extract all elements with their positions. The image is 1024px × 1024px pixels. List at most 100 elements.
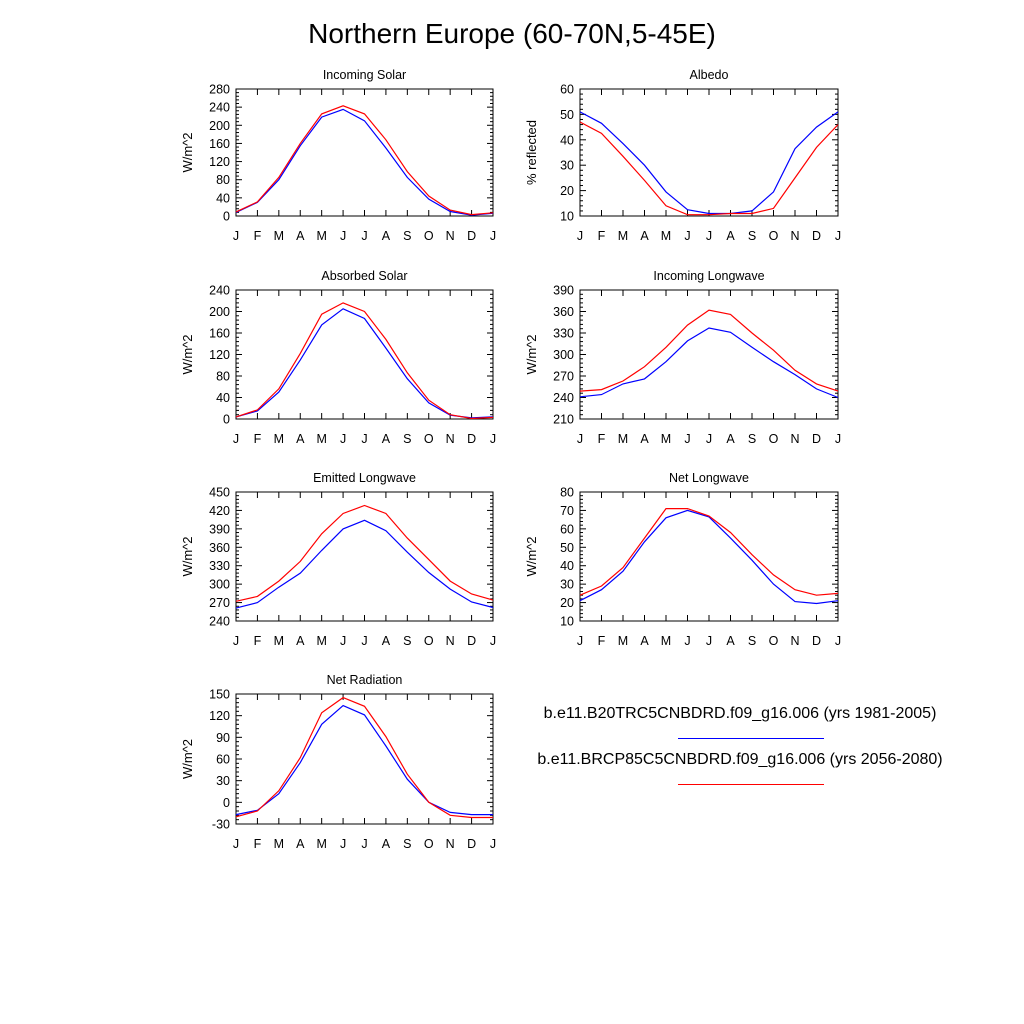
y-tick-label: 330 (553, 327, 574, 341)
x-tick-label: J (706, 634, 712, 648)
x-tick-label: N (446, 432, 455, 446)
chart-emitted-longwave: Emitted Longwave W/m^2 240 270 300 330 360 390 4… (180, 471, 496, 648)
y-tick-label: 330 (209, 559, 230, 573)
legend-line-series-0 (678, 738, 824, 739)
x-tick-label: F (598, 432, 606, 446)
y-tick-label: 0 (223, 796, 230, 810)
x-tick-label: J (577, 229, 583, 243)
x-tick-label: J (835, 229, 841, 243)
x-tick-label: F (598, 634, 606, 648)
y-tick-label: 270 (209, 596, 230, 610)
chart-frame (235, 693, 494, 825)
x-tick-label: A (296, 634, 305, 648)
x-tick-label: J (233, 837, 239, 851)
x-tick-label: N (790, 229, 799, 243)
x-tick-label: M (274, 634, 284, 648)
x-tick-label: D (467, 634, 476, 648)
chart-title: Absorbed Solar (321, 269, 407, 283)
x-tick-label: F (254, 837, 262, 851)
y-tick-label: 60 (216, 753, 230, 767)
x-tick-label: A (296, 229, 305, 243)
x-tick-label: M (316, 837, 326, 851)
x-tick-label: D (467, 229, 476, 243)
x-tick-label: A (296, 432, 305, 446)
series-line-0 (235, 519, 494, 609)
x-tick-label: A (726, 432, 735, 446)
y-tick-label: 120 (209, 709, 230, 723)
y-tick-label: 40 (560, 133, 574, 147)
y-tick-label: 360 (553, 305, 574, 319)
y-tick-label: 210 (553, 413, 574, 427)
series-line-0 (579, 509, 839, 605)
series-line-0 (579, 111, 839, 215)
y-tick-label: 50 (560, 108, 574, 122)
y-tick-label: -30 (212, 818, 230, 832)
y-tick-label: 40 (216, 391, 230, 405)
x-tick-label: N (790, 432, 799, 446)
y-tick-label: 0 (223, 210, 230, 224)
x-tick-label: J (340, 634, 346, 648)
y-tick-label: 80 (560, 486, 574, 500)
x-tick-label: S (403, 634, 411, 648)
y-tick-label: 10 (560, 615, 574, 629)
x-tick-label: M (274, 837, 284, 851)
chart-frame (235, 289, 494, 420)
x-tick-label: A (382, 229, 391, 243)
x-tick-label: D (467, 432, 476, 446)
y-tick-label: 150 (209, 688, 230, 702)
legend-label-series-0: b.e11.B20TRC5CNBDRD.f09_g16.006 (yrs 198… (543, 705, 937, 722)
chart-frame (579, 289, 839, 420)
y-tick-label: 300 (209, 578, 230, 592)
x-tick-label: F (254, 634, 262, 648)
x-tick-label: F (254, 229, 262, 243)
x-tick-label: A (382, 837, 391, 851)
series-line-0 (235, 108, 494, 216)
x-tick-label: M (618, 229, 628, 243)
x-tick-label: J (361, 837, 367, 851)
x-tick-label: J (577, 432, 583, 446)
y-axis-label: W/m^2 (180, 536, 195, 576)
x-tick-label: J (835, 634, 841, 648)
series-line-0 (579, 327, 839, 399)
y-tick-label: 90 (216, 731, 230, 745)
y-tick-label: 390 (553, 284, 574, 298)
y-tick-label: 390 (209, 522, 230, 536)
x-tick-label: D (812, 432, 821, 446)
chart-incoming-solar: Incoming Solar W/m^2 0 40 80 120 160 200 240 280 J… (180, 68, 496, 243)
y-axis-label: W/m^2 (180, 334, 195, 374)
x-tick-label: J (340, 837, 346, 851)
y-tick-label: 300 (553, 348, 574, 362)
series-line-1 (235, 696, 493, 819)
x-tick-label: J (361, 634, 367, 648)
x-tick-label: S (748, 432, 756, 446)
y-axis-label: % reflected (524, 120, 539, 185)
y-axis-label: W/m^2 (524, 334, 539, 374)
x-tick-label: S (403, 432, 411, 446)
y-tick-label: 120 (209, 155, 230, 169)
x-tick-label: J (233, 432, 239, 446)
y-tick-label: 20 (560, 596, 574, 610)
x-tick-label: J (233, 229, 239, 243)
y-tick-label: 60 (560, 83, 574, 97)
y-tick-label: 30 (560, 578, 574, 592)
y-tick-label: 60 (560, 522, 574, 536)
x-tick-label: M (274, 229, 284, 243)
page-title: Northern Europe (60-70N,5-45E) (308, 18, 716, 49)
x-tick-label: J (490, 634, 496, 648)
y-tick-label: 240 (209, 284, 230, 298)
series-line-0 (235, 704, 493, 816)
x-tick-label: J (684, 634, 690, 648)
x-tick-label: N (446, 837, 455, 851)
x-tick-label: A (296, 837, 305, 851)
x-tick-label: J (361, 432, 367, 446)
x-tick-label: J (706, 432, 712, 446)
y-tick-label: 240 (553, 391, 574, 405)
x-tick-label: O (424, 634, 434, 648)
x-tick-label: S (748, 634, 756, 648)
x-tick-label: N (446, 229, 455, 243)
x-tick-label: J (684, 432, 690, 446)
x-tick-label: S (748, 229, 756, 243)
